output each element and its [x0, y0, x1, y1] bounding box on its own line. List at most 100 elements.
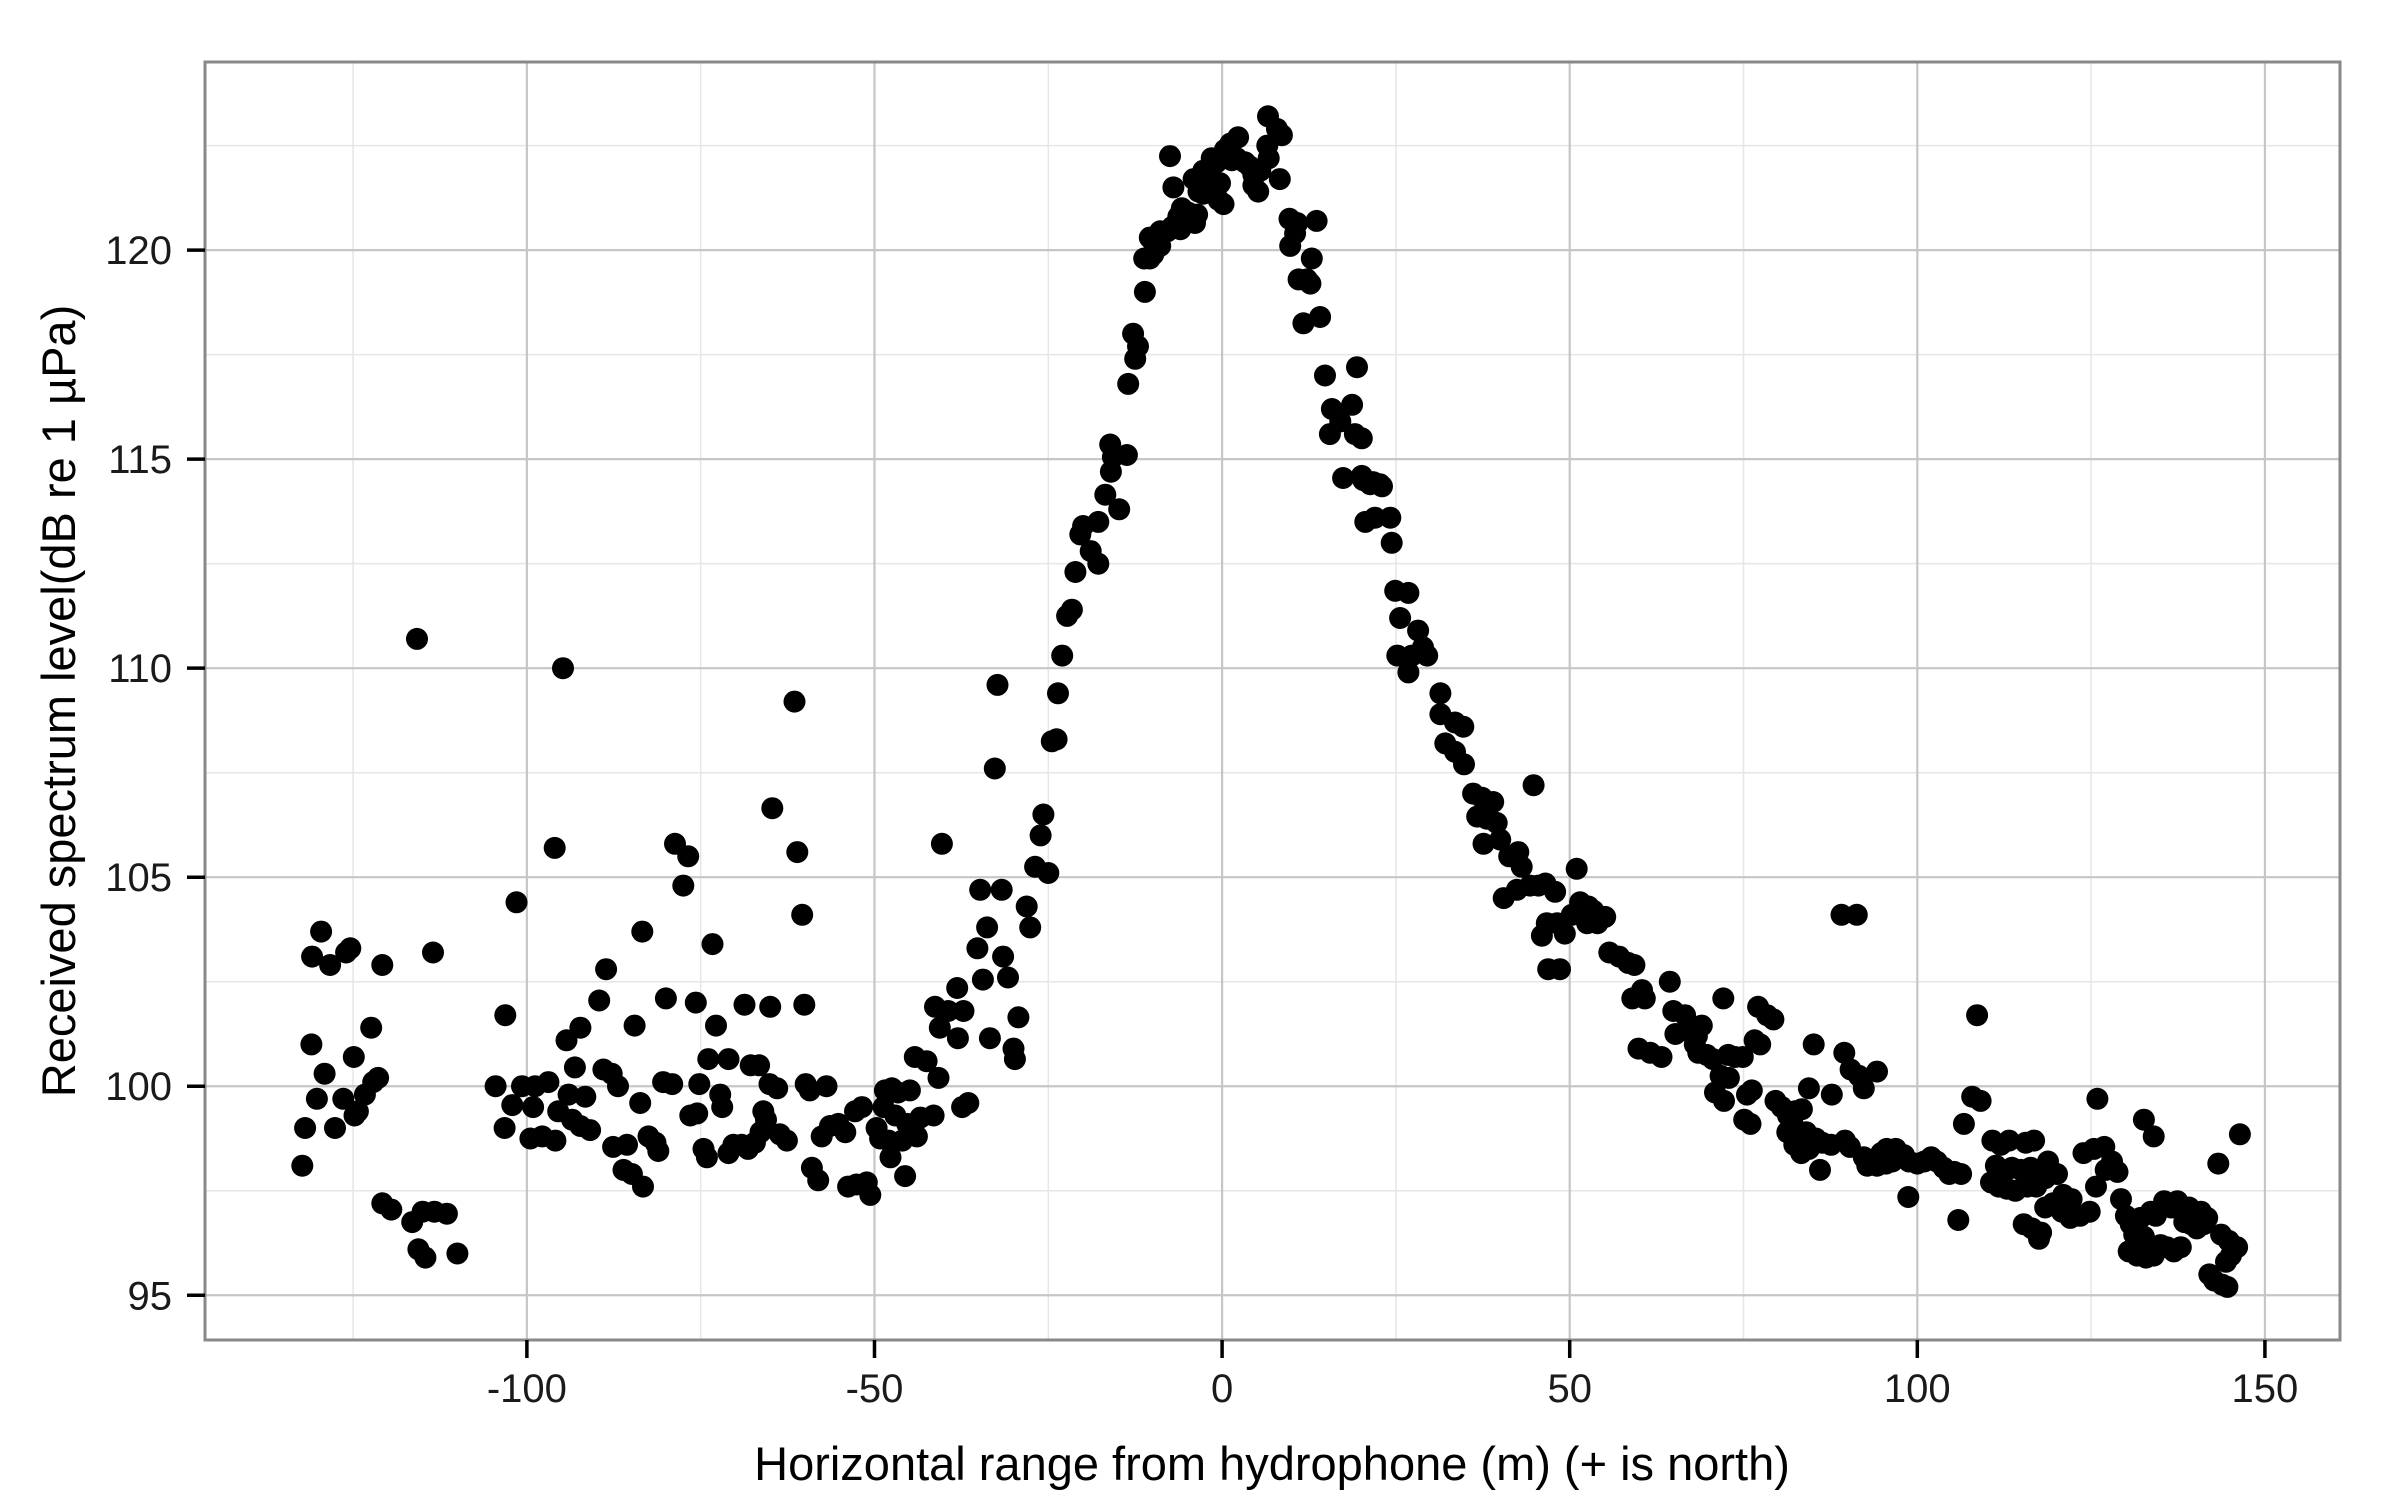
x-tick-label: -50 — [846, 1367, 904, 1411]
data-point — [1453, 753, 1475, 776]
data-point — [783, 690, 806, 713]
data-point — [360, 1016, 383, 1039]
data-point — [966, 937, 989, 960]
data-point — [2034, 1167, 2057, 1190]
data-point — [851, 1096, 873, 1119]
data-point — [930, 832, 953, 855]
data-point — [749, 1121, 772, 1144]
data-point — [686, 1102, 709, 1125]
data-point — [997, 966, 1019, 989]
data-point — [1003, 1048, 1026, 1071]
data-point — [711, 1096, 734, 1119]
data-point — [574, 1085, 597, 1108]
data-point — [1950, 1163, 1973, 1185]
data-point — [877, 1129, 900, 1152]
data-point — [2169, 1236, 2192, 1259]
data-point — [2142, 1125, 2165, 1148]
data-point — [748, 1054, 771, 1077]
data-point — [2132, 1225, 2155, 1248]
data-point — [677, 845, 700, 868]
data-point — [717, 1048, 740, 1071]
data-point — [1690, 1014, 1713, 1037]
data-point — [1094, 483, 1117, 506]
data-point — [1833, 1041, 1856, 1064]
data-point — [1268, 168, 1291, 191]
data-point — [371, 954, 394, 976]
data-point — [2086, 1087, 2109, 1110]
data-point — [879, 1146, 902, 1169]
data-point — [1019, 916, 1042, 939]
data-point — [629, 1092, 652, 1114]
data-point — [697, 1048, 720, 1071]
data-point — [1553, 922, 1576, 945]
data-point — [922, 1104, 945, 1127]
plot-panel-border — [203, 60, 2342, 1342]
data-point — [1379, 506, 1402, 529]
data-point — [969, 878, 992, 901]
data-point — [761, 797, 784, 820]
data-point — [1966, 1004, 1989, 1027]
data-point — [294, 1117, 317, 1139]
data-point — [1489, 828, 1512, 851]
data-point — [927, 1066, 950, 1089]
data-point — [1998, 1129, 2021, 1152]
data-point — [2034, 1196, 2057, 1219]
data-point — [1060, 598, 1083, 621]
x-tick-label: 0 — [1211, 1367, 1233, 1411]
data-point — [937, 1000, 960, 1022]
data-point — [733, 993, 756, 1016]
data-point — [1429, 682, 1452, 705]
data-point — [1820, 1083, 1843, 1106]
data-point — [1346, 356, 1368, 379]
data-point — [1350, 427, 1373, 450]
data-point — [1852, 1077, 1875, 1100]
data-point — [1797, 1077, 1820, 1100]
data-point — [1969, 1089, 1992, 1112]
data-point — [880, 1077, 903, 1100]
data-point — [1162, 176, 1185, 199]
data-point — [484, 1075, 507, 1098]
data-point — [505, 891, 528, 914]
data-point — [531, 1125, 554, 1148]
data-point — [1830, 903, 1853, 926]
data-point — [1133, 280, 1156, 303]
data-point — [493, 1117, 516, 1139]
data-point — [1739, 1112, 1762, 1135]
data-point — [339, 937, 362, 960]
axis-tick-labels: -100 -50 0 50 100 150 95 100 105 110 115 120 — [105, 229, 2298, 1411]
data-point — [301, 945, 324, 968]
data-point — [1138, 226, 1161, 249]
data-point — [1242, 174, 1265, 197]
data-point — [1007, 1006, 1030, 1029]
data-point — [623, 1014, 646, 1037]
data-point — [494, 1004, 517, 1027]
data-point — [346, 1100, 369, 1123]
data-point — [1565, 857, 1588, 880]
data-point — [305, 1087, 328, 1110]
data-point — [422, 941, 444, 964]
x-axis-title: Horizontal range from hydrophone (m) (+ … — [754, 1437, 1790, 1490]
data-point — [501, 1094, 524, 1117]
data-point — [672, 874, 695, 897]
data-point — [1530, 924, 1553, 947]
y-tick-label: 95 — [128, 1274, 173, 1318]
data-point — [557, 1083, 580, 1106]
data-points — [291, 105, 2251, 1298]
data-point — [1594, 905, 1617, 928]
data-point — [1762, 1008, 1785, 1031]
data-point — [2028, 1227, 2050, 1250]
data-point — [815, 1075, 838, 1098]
data-point — [616, 1133, 638, 1156]
data-point — [990, 878, 1013, 901]
data-point — [1037, 862, 1060, 884]
data-point — [1332, 467, 1355, 489]
data-point — [1522, 774, 1545, 797]
data-point — [291, 1154, 314, 1177]
data-point — [1314, 364, 1336, 387]
data-point — [2228, 1123, 2251, 1146]
data-point — [647, 1140, 670, 1162]
data-point — [367, 1066, 390, 1089]
data-point — [1305, 209, 1328, 232]
data-point — [1749, 1033, 1772, 1056]
